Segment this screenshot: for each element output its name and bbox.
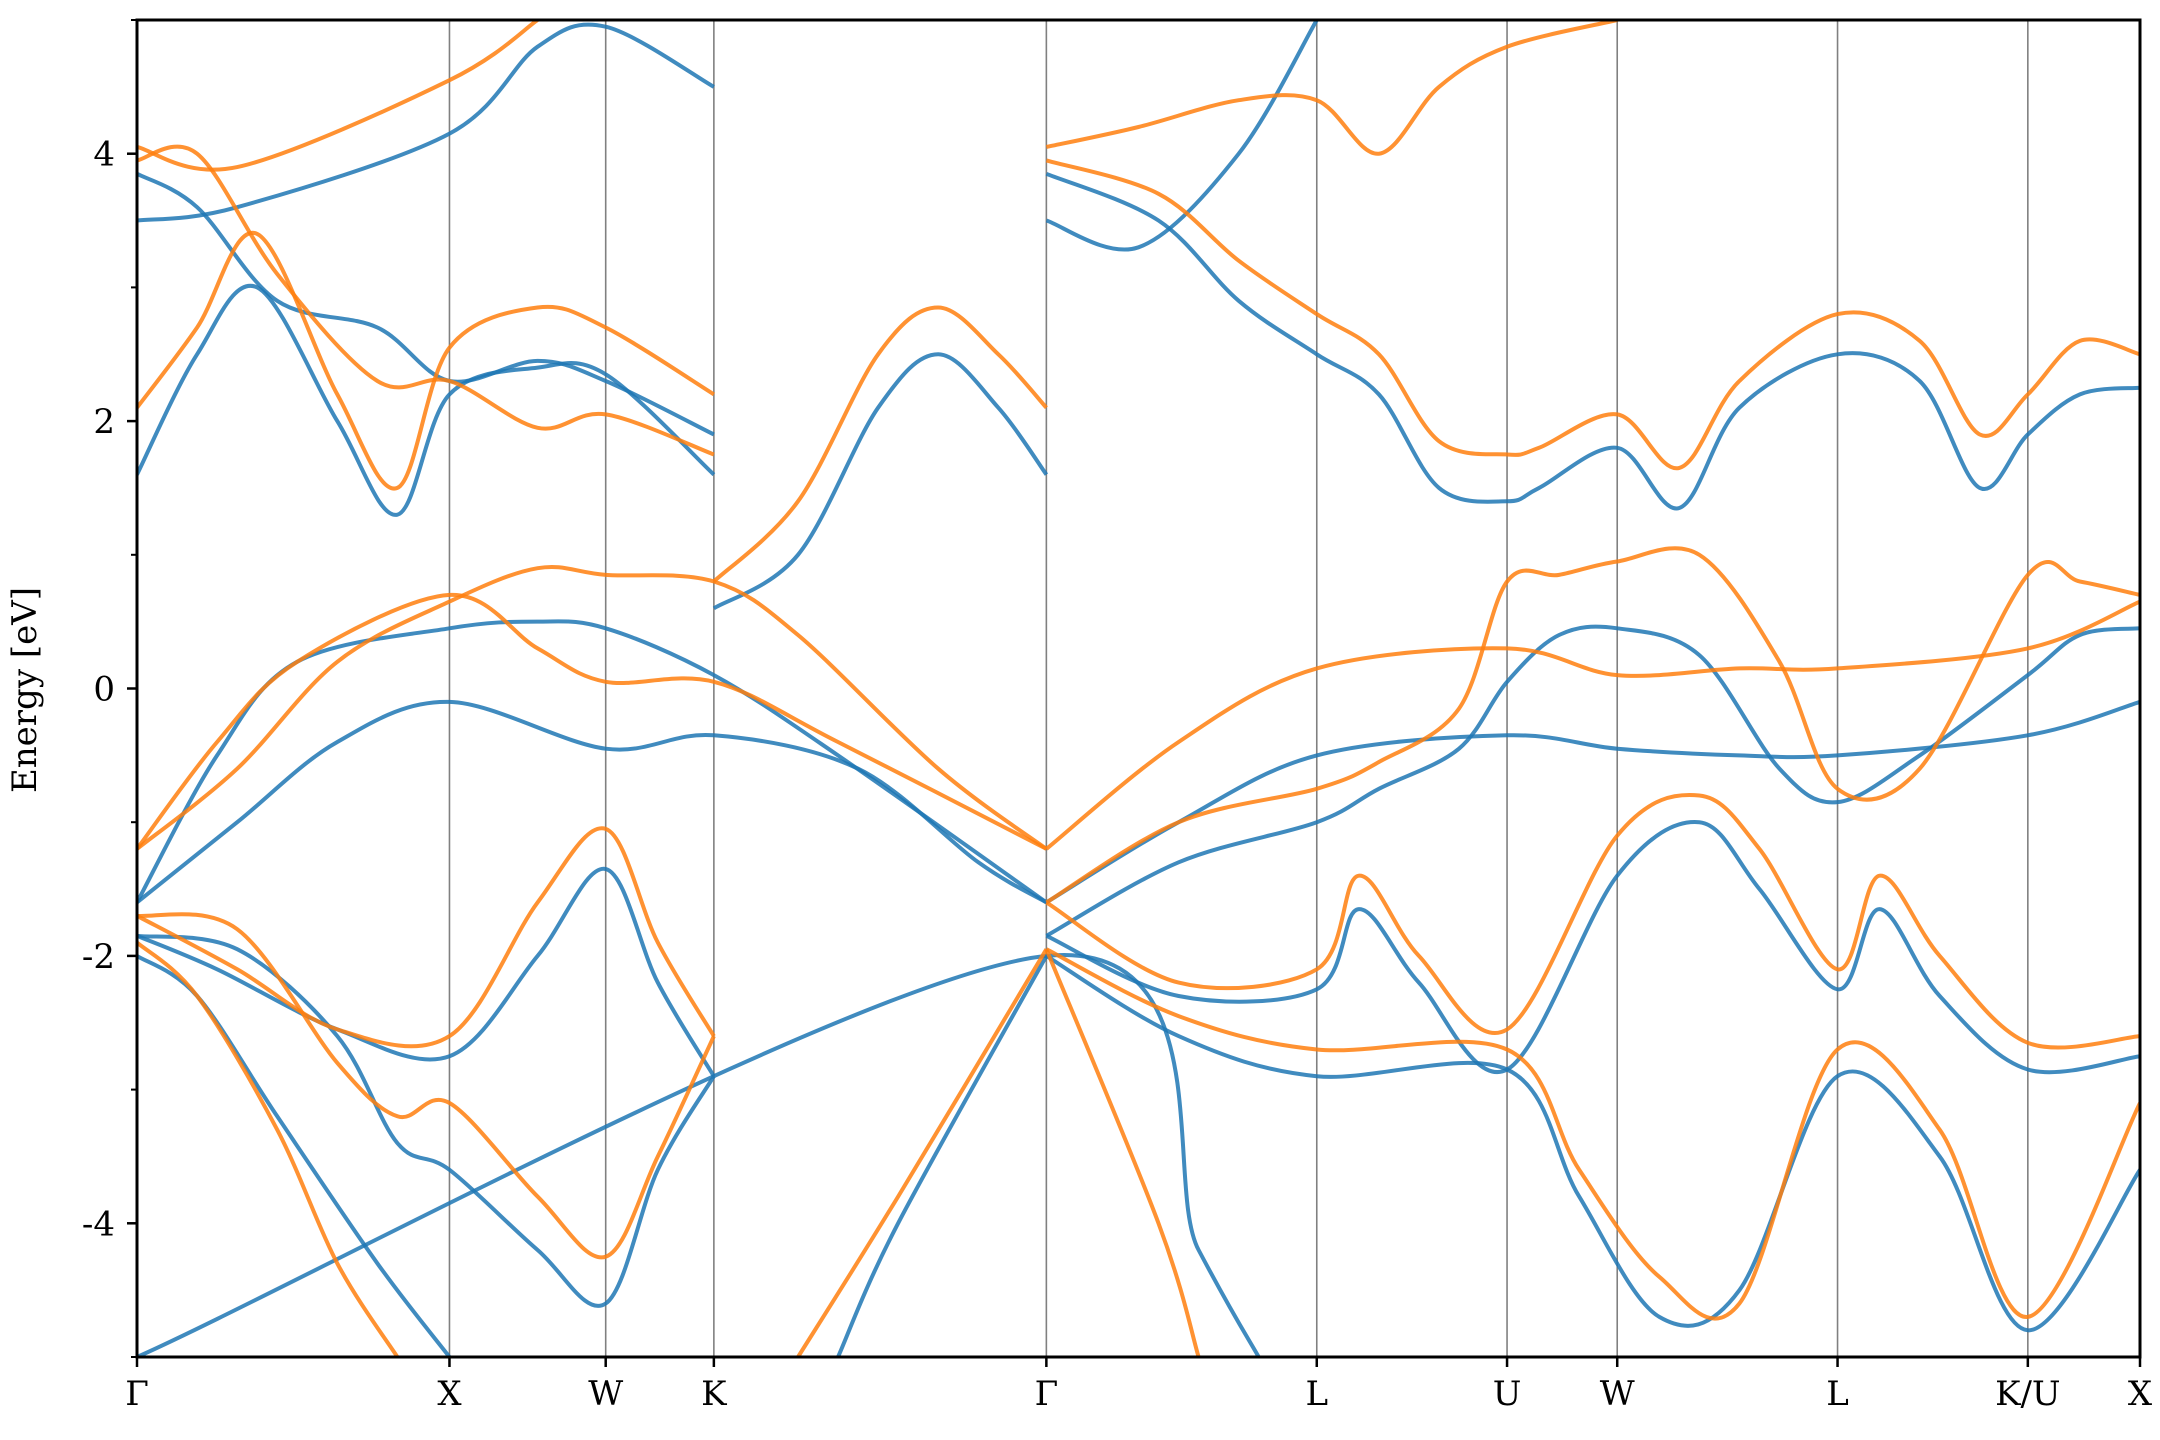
band-series-0-line-5 — [137, 283, 716, 517]
x-tick-label: W — [1600, 1374, 1635, 1414]
band-series-0-line-15 — [1045, 820, 2140, 1075]
band-lines — [137, 20, 2140, 1357]
band-series-0-line-1 — [137, 933, 716, 1308]
x-tick-label: L — [1826, 1374, 1849, 1414]
x-tick-label: Γ — [125, 1374, 149, 1414]
band-series-1-line-12 — [1045, 158, 2140, 470]
band-series-1-line-11 — [1045, 20, 1618, 156]
band-series-0-line-14 — [1045, 624, 2140, 938]
high-symmetry-lines — [448, 20, 2029, 1357]
x-tick-label: L — [1305, 1374, 1328, 1414]
band-series-1-line-14 — [1045, 546, 2140, 905]
band-series-0-line-0 — [137, 954, 452, 1357]
band-series-1-line-3 — [137, 564, 1048, 851]
band-series-1-line-4 — [137, 592, 1048, 851]
band-series-0-line-6 — [137, 22, 715, 223]
band-series-1-line-13 — [1045, 599, 2140, 851]
band-series-0-line-16 — [1045, 954, 2140, 1333]
band-series-1-line-0 — [137, 940, 400, 1357]
x-tick-label: Γ — [1035, 1374, 1059, 1414]
band-series-1-line-6 — [137, 20, 539, 172]
x-tick-label: X — [2128, 1374, 2153, 1414]
band-series-1-line-7 — [137, 144, 715, 457]
x-tick-label: X — [437, 1374, 462, 1414]
x-tick-label: K/U — [1995, 1374, 2061, 1414]
band-series-0-line-4 — [137, 619, 1048, 905]
band-series-0-line-8 — [137, 953, 1261, 1357]
y-tick-label: 0 — [93, 670, 115, 710]
band-series-0-line-7 — [137, 172, 715, 437]
x-tick-label: U — [1493, 1374, 1522, 1414]
y-axis-ticks: -4 -2 0 2 4 — [82, 19, 137, 1358]
band-series-1-line-10 — [712, 305, 1048, 583]
x-axis-ticks: Γ X W K Γ L U W L K/U X — [125, 1357, 2153, 1414]
band-series-1-line-9 — [796, 948, 1049, 1357]
band-series-1-line-2 — [137, 912, 716, 1260]
y-tick-label: -4 — [82, 1204, 115, 1244]
y-tick-label: -2 — [82, 937, 115, 977]
band-series-0-line-13 — [1045, 699, 2140, 905]
band-series-0-line-12 — [1045, 171, 2140, 511]
band-series-1-line-5 — [137, 230, 715, 491]
band-series-0-line-10 — [712, 352, 1049, 611]
band-series-0-line-11 — [1045, 20, 1319, 252]
band-series-1-line-1 — [137, 826, 716, 1049]
x-tick-label: W — [588, 1374, 623, 1414]
band-series-0-line-2 — [137, 866, 716, 1078]
band-series-1-line-15 — [1045, 792, 2140, 1050]
y-tick-label: 4 — [93, 135, 115, 175]
band-series-0-line-9 — [836, 954, 1049, 1357]
band-series-1-line-8 — [1044, 948, 1201, 1357]
y-axis-label: Energy [eV] — [5, 587, 45, 793]
plot-frame — [135, 18, 2142, 1359]
band-series-1-line-16 — [1045, 947, 2140, 1321]
x-tick-label: K — [701, 1374, 727, 1414]
y-tick-label: 2 — [93, 402, 115, 442]
